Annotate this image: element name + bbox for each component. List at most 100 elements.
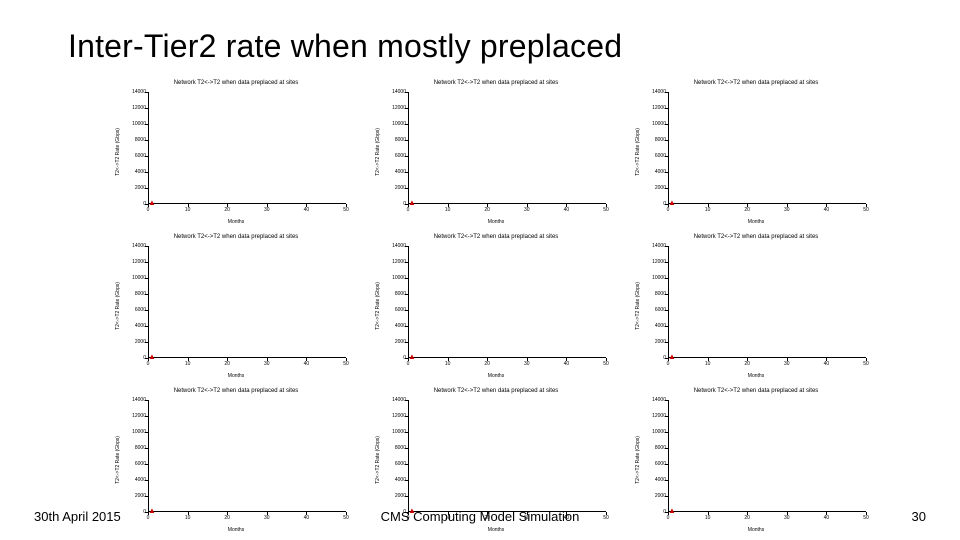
panel-title: Network T2<->T2 when data preplaced at s…	[640, 386, 872, 397]
x-tick-mark	[606, 512, 607, 515]
y-axis-label: T2<->T2 Rate (Gbps)	[375, 436, 381, 484]
y-tick-mark	[145, 464, 148, 465]
x-tick-mark	[448, 358, 449, 361]
data-marker: ▲	[148, 507, 156, 515]
y-tick-label: 12000	[132, 413, 146, 419]
y-tick-mark	[405, 262, 408, 263]
x-tick-label: 50	[603, 361, 609, 367]
panel-title: Network T2<->T2 when data preplaced at s…	[120, 78, 352, 89]
data-marker: ▲	[668, 199, 676, 207]
y-tick-mark	[665, 400, 668, 401]
x-tick-label: 30	[264, 361, 270, 367]
x-tick-mark	[826, 358, 827, 361]
x-tick-mark	[866, 358, 867, 361]
x-tick-mark	[566, 358, 567, 361]
y-axis-label: T2<->T2 Rate (Gbps)	[375, 128, 381, 176]
y-tick-mark	[145, 188, 148, 189]
y-tick-mark	[665, 416, 668, 417]
x-tick-label: 50	[603, 515, 609, 521]
chart-grid: Network T2<->T2 when data preplaced at s…	[120, 78, 870, 534]
x-tick-label: 40	[564, 207, 570, 213]
x-tick-label: 40	[304, 361, 310, 367]
y-tick-label: 10000	[392, 275, 406, 281]
x-tick-label: 50	[863, 207, 869, 213]
x-axis-label: Months	[228, 373, 244, 379]
y-axis-label: T2<->T2 Rate (Gbps)	[375, 282, 381, 330]
chart-panel: Network T2<->T2 when data preplaced at s…	[120, 232, 352, 380]
y-tick-label: 14000	[652, 89, 666, 95]
y-tick-mark	[665, 172, 668, 173]
y-tick-mark	[405, 310, 408, 311]
y-tick-label: 12000	[392, 413, 406, 419]
x-tick-mark	[826, 512, 827, 515]
data-marker: ▲	[668, 353, 676, 361]
x-tick-mark	[527, 358, 528, 361]
y-tick-mark	[145, 496, 148, 497]
plot-area	[668, 400, 866, 512]
y-tick-mark	[145, 294, 148, 295]
y-tick-label: 12000	[392, 105, 406, 111]
x-tick-label: 20	[744, 515, 750, 521]
x-tick-label: 30	[524, 361, 530, 367]
x-tick-label: 30	[264, 207, 270, 213]
x-tick-label: 40	[824, 207, 830, 213]
data-marker: ▲	[408, 199, 416, 207]
y-tick-mark	[405, 172, 408, 173]
x-axis-label: Months	[228, 527, 244, 533]
y-tick-label: 14000	[132, 243, 146, 249]
chart-panel: Network T2<->T2 when data preplaced at s…	[380, 232, 612, 380]
panel-title: Network T2<->T2 when data preplaced at s…	[380, 386, 612, 397]
y-tick-mark	[665, 342, 668, 343]
x-tick-label: 10	[185, 515, 191, 521]
y-tick-label: 10000	[132, 429, 146, 435]
y-tick-mark	[405, 326, 408, 327]
x-axis-label: Months	[488, 373, 504, 379]
x-tick-label: 30	[784, 515, 790, 521]
y-axis-label: T2<->T2 Rate (Gbps)	[115, 436, 121, 484]
y-tick-mark	[145, 400, 148, 401]
footer-page-number: 30	[912, 509, 926, 524]
x-axis-label: Months	[488, 527, 504, 533]
y-tick-mark	[145, 124, 148, 125]
x-tick-mark	[188, 204, 189, 207]
x-tick-mark	[566, 204, 567, 207]
data-marker: ▲	[668, 507, 676, 515]
chart-panel: Network T2<->T2 when data preplaced at s…	[640, 78, 872, 226]
y-tick-mark	[665, 262, 668, 263]
y-tick-label: 14000	[392, 89, 406, 95]
x-tick-label: 40	[824, 515, 830, 521]
y-tick-label: 14000	[132, 397, 146, 403]
y-tick-mark	[665, 278, 668, 279]
chart-panel: Network T2<->T2 when data preplaced at s…	[120, 386, 352, 534]
y-tick-label: 12000	[652, 105, 666, 111]
x-tick-mark	[708, 204, 709, 207]
x-tick-label: 50	[343, 515, 349, 521]
x-tick-mark	[227, 358, 228, 361]
x-tick-label: 0	[147, 207, 150, 213]
y-tick-mark	[145, 92, 148, 93]
x-tick-mark	[346, 358, 347, 361]
y-tick-mark	[405, 108, 408, 109]
y-tick-mark	[405, 400, 408, 401]
y-tick-mark	[665, 124, 668, 125]
data-marker: ▲	[148, 353, 156, 361]
x-tick-mark	[227, 512, 228, 515]
plot-area	[408, 246, 606, 358]
x-tick-label: 20	[484, 361, 490, 367]
y-axis-label: T2<->T2 Rate (Gbps)	[635, 128, 641, 176]
plot-area	[408, 92, 606, 204]
y-tick-mark	[405, 480, 408, 481]
x-tick-label: 20	[224, 207, 230, 213]
y-tick-mark	[665, 156, 668, 157]
y-tick-label: 14000	[132, 89, 146, 95]
x-tick-label: 20	[744, 207, 750, 213]
x-tick-mark	[448, 204, 449, 207]
y-tick-mark	[145, 448, 148, 449]
y-tick-mark	[665, 246, 668, 247]
y-tick-label: 14000	[652, 243, 666, 249]
y-axis-label: T2<->T2 Rate (Gbps)	[115, 128, 121, 176]
y-tick-mark	[405, 294, 408, 295]
plot-area	[148, 246, 346, 358]
y-tick-label: 12000	[652, 413, 666, 419]
x-tick-mark	[306, 358, 307, 361]
